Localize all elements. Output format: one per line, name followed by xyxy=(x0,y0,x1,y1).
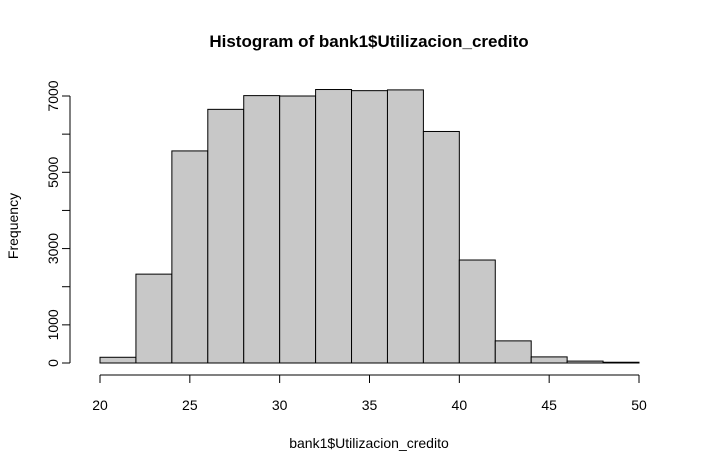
histogram-bar xyxy=(386,89,424,364)
histogram-bar xyxy=(315,89,353,364)
histogram-bar xyxy=(99,356,137,364)
x-tick-label: 20 xyxy=(92,397,108,413)
x-tick-label: 25 xyxy=(182,397,198,413)
x-tick-label: 35 xyxy=(362,397,378,413)
histogram-bar xyxy=(422,130,460,364)
x-axis-label: bank1$Utilizacion_credito xyxy=(289,435,449,451)
histogram-bar xyxy=(279,95,317,364)
x-tick-label: 45 xyxy=(541,397,557,413)
histogram-bar xyxy=(458,259,496,364)
y-tick-label: 3000 xyxy=(45,233,61,264)
histogram-bar xyxy=(171,150,209,364)
x-axis: 20 25 30 35 40 45 50 xyxy=(92,374,647,413)
x-tick-label: 50 xyxy=(631,397,647,413)
y-tick-label: 7000 xyxy=(45,80,61,111)
x-tick-label: 40 xyxy=(452,397,468,413)
chart-title: Histogram of bank1$Utilizacion_credito xyxy=(209,32,528,51)
histogram-bar xyxy=(243,95,281,364)
y-tick-label: 1000 xyxy=(45,309,61,340)
histogram-bar xyxy=(602,361,640,364)
x-tick-label: 30 xyxy=(272,397,288,413)
histogram-bar xyxy=(135,273,173,364)
histogram-bar xyxy=(207,108,245,364)
histogram-bar xyxy=(494,340,532,364)
histogram-bar xyxy=(566,360,604,364)
y-tick-label: 5000 xyxy=(45,157,61,188)
bars-group xyxy=(99,89,640,364)
y-axis: 0 1000 3000 5000 7000 xyxy=(45,80,71,367)
y-tick-label: 0 xyxy=(45,359,61,367)
histogram-bar xyxy=(351,90,388,364)
histogram-bar xyxy=(530,356,568,364)
y-axis-label: Frequency xyxy=(5,193,21,259)
